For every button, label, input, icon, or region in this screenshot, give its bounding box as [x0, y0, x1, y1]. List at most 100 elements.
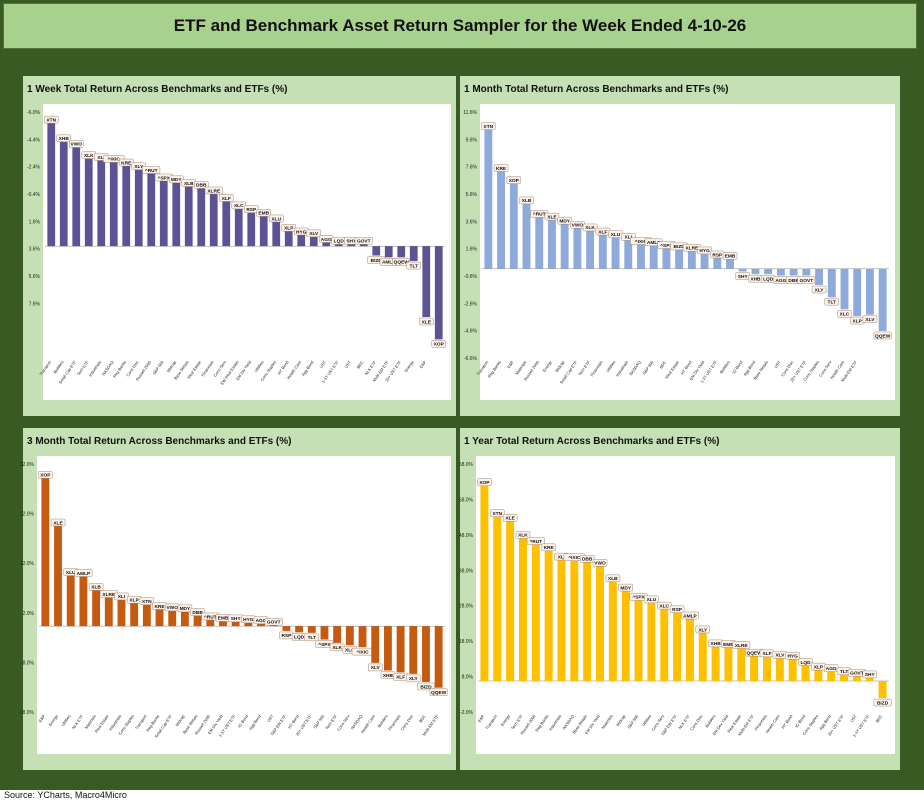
ticker-label: SHY [346, 239, 357, 245]
bar [713, 257, 722, 269]
bar [41, 478, 50, 627]
ticker-label: XLK [332, 645, 342, 651]
ticker-label-box [873, 331, 892, 340]
chart-title: 1 Week Total Return Across Benchmarks an… [27, 84, 288, 95]
ticker-label: AMLP [382, 260, 396, 266]
ticker-label: XLRE [102, 592, 116, 598]
ticker-label-box [194, 181, 209, 189]
y-tick-label: 5.6% [29, 274, 41, 280]
bar [97, 160, 106, 247]
x-category-label: S&P 500 [626, 713, 640, 729]
y-tick-label: 11.6% [463, 110, 477, 116]
ticker-label-box [204, 186, 223, 195]
ticker-label-box [605, 574, 621, 583]
y-tick-label: -18.0% [18, 710, 34, 716]
x-category-label: IG Bond [237, 714, 250, 729]
ticker-label: ^SPX [318, 642, 331, 648]
ticker-label: AGG [321, 237, 332, 243]
ticker-label: XLU [66, 570, 76, 576]
y-tick-label: -2.6% [464, 301, 478, 307]
y-tick-label: 2.0% [23, 611, 35, 617]
ticker-label: ^RUT [204, 614, 217, 620]
ticker-label: LQD [334, 239, 345, 245]
bar [409, 246, 418, 262]
bar [560, 224, 569, 269]
x-category-label: Industrials [88, 360, 103, 378]
y-tick-label: 38.0% [459, 568, 474, 574]
ticker-label: XLV [371, 665, 381, 671]
ticker-label: KRE [496, 166, 507, 172]
bar [763, 656, 771, 681]
ticker-label: ^IXIC [568, 555, 581, 561]
x-category-label: Utilities [60, 714, 71, 727]
bar [814, 670, 823, 681]
bar [570, 560, 579, 681]
ticker-label: BIZD [371, 258, 383, 264]
ticker-label: HYG [787, 654, 798, 660]
x-category-label: Utilities [641, 714, 652, 727]
ticker-label: XLB [522, 198, 532, 204]
bar [675, 249, 684, 269]
ticker-label: TLT [308, 635, 317, 641]
bar [269, 625, 278, 627]
ticker-label: ^IXIC [356, 649, 369, 655]
bar [711, 646, 720, 681]
ticker-label-box [557, 216, 572, 225]
ticker-label: XLI [625, 235, 633, 241]
chart-title: 1 Year Total Return Across Benchmarks an… [464, 436, 720, 447]
y-tick-label: -4.6% [464, 329, 478, 335]
ticker-label: KRE [121, 160, 132, 166]
ticker-label: VWO [572, 223, 584, 229]
y-tick-label: -0.6% [464, 274, 478, 280]
ticker-label: RSP [281, 633, 292, 639]
ticker-label: ^SPX [632, 595, 645, 601]
chart-panel-1-month: 1 Month Total Return Across Benchmarks a… [460, 76, 900, 416]
y-tick-label: -2.0% [460, 710, 474, 716]
ticker-label-box [732, 641, 751, 649]
ticker-label-box [544, 212, 560, 221]
ticker-label-box [38, 471, 53, 479]
ticker-label: XLC [840, 312, 850, 318]
ticker-label: XLF [396, 675, 405, 681]
ticker-label: XLRE [685, 246, 699, 252]
ticker-label-box [811, 285, 827, 294]
bar [827, 671, 836, 681]
bar [284, 231, 293, 247]
y-tick-label: -8.0% [21, 660, 35, 666]
bar [557, 560, 566, 681]
bar [801, 665, 810, 681]
x-category-label: Energy [541, 360, 552, 373]
bar [66, 575, 75, 627]
bar [59, 141, 68, 247]
x-category-label: HY Bond [780, 714, 793, 730]
ticker-label-box [56, 134, 71, 143]
bar [544, 550, 553, 681]
bar [840, 674, 849, 681]
ticker-label-box [657, 601, 672, 610]
ticker-label: EMB [218, 616, 229, 622]
bar [320, 626, 329, 640]
bar [621, 591, 630, 681]
ticker-label-box [304, 633, 319, 642]
x-category-label: Builders [52, 360, 64, 375]
ticker-label-box [50, 518, 66, 527]
x-category-label: Energy [403, 360, 414, 373]
bar [184, 186, 193, 247]
ticker-label: XLC [345, 648, 355, 654]
ticker-label-box [281, 224, 296, 232]
ticker-label: GOVT [800, 278, 814, 284]
bar [434, 626, 443, 688]
ticker-label-box [669, 605, 685, 614]
ticker-label: XLI [98, 155, 106, 161]
bar [397, 246, 406, 258]
ticker-label-box [429, 688, 448, 696]
ticker-label: LQD [800, 660, 811, 666]
ticker-label: XHB [711, 641, 722, 647]
ticker-label: AMLP [647, 240, 661, 246]
bar-chart-1-week: -6.0% -4.4% -2.4% -0.4% 1.6% 3.6% 5.6% 7.6% XTN X… [27, 110, 446, 386]
ticker-label-box [354, 237, 373, 245]
bar [624, 240, 633, 269]
plot-area: -6.0% -4.4% -2.4% -0.4% 1.6% 3.6% 5.6% 7.6% XTN X… [27, 104, 451, 400]
bar [259, 216, 268, 247]
bar [197, 188, 206, 247]
